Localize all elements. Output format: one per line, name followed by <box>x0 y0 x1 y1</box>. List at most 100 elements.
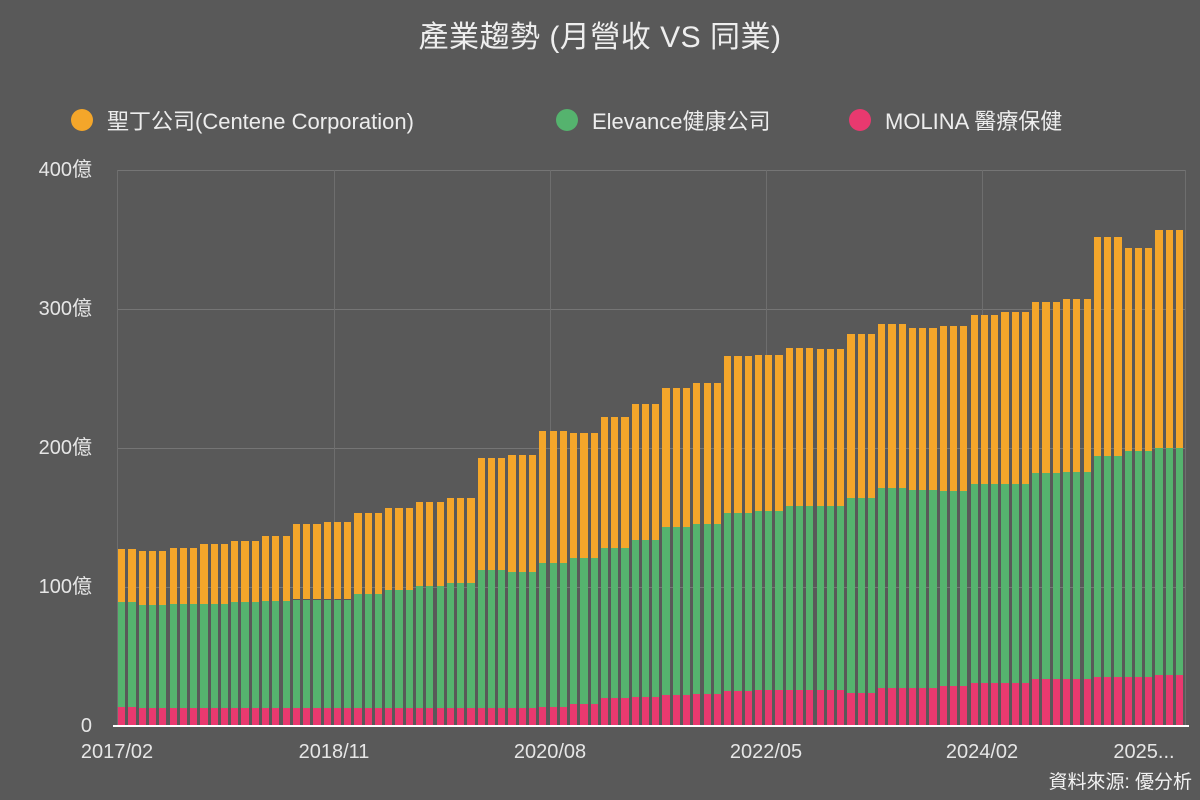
bar-segment[interactable] <box>159 707 167 726</box>
bar-segment[interactable] <box>1062 299 1071 472</box>
bar-segment[interactable] <box>190 707 198 726</box>
bar-segment[interactable] <box>436 707 444 726</box>
bar-segment[interactable] <box>713 524 721 695</box>
bar-segment[interactable] <box>333 599 342 708</box>
bar-segment[interactable] <box>816 689 824 726</box>
bar-segment[interactable] <box>775 689 783 726</box>
bar-segment[interactable] <box>1175 674 1184 726</box>
bar-segment[interactable] <box>600 548 609 699</box>
bar-segment[interactable] <box>128 549 136 603</box>
bar-segment[interactable] <box>847 498 855 693</box>
bar-segment[interactable] <box>477 457 485 571</box>
bar-segment[interactable] <box>970 314 978 485</box>
bar-segment[interactable] <box>457 498 465 583</box>
bar-segment[interactable] <box>231 707 239 726</box>
bar-segment[interactable] <box>703 524 711 695</box>
bar-segment[interactable] <box>1175 229 1184 448</box>
bar-segment[interactable] <box>323 599 331 708</box>
bar-segment[interactable] <box>857 498 865 693</box>
bar-segment[interactable] <box>908 328 917 490</box>
bar-segment[interactable] <box>600 698 609 726</box>
bar-segment[interactable] <box>1124 247 1132 451</box>
bar-segment[interactable] <box>498 570 506 708</box>
bar-segment[interactable] <box>631 696 639 726</box>
bar-segment[interactable] <box>169 603 177 708</box>
bar-segment[interactable] <box>200 543 208 604</box>
bar-segment[interactable] <box>641 403 650 540</box>
bar-segment[interactable] <box>806 506 814 690</box>
bar-segment[interactable] <box>590 557 598 704</box>
bar-segment[interactable] <box>652 696 660 726</box>
bar-segment[interactable] <box>282 707 290 726</box>
bar-segment[interactable] <box>1093 236 1101 457</box>
bar-segment[interactable] <box>775 510 783 690</box>
bar-segment[interactable] <box>1093 677 1101 726</box>
bar-segment[interactable] <box>806 689 814 726</box>
bar-segment[interactable] <box>282 600 290 708</box>
bar-segment[interactable] <box>662 527 670 696</box>
bar-segment[interactable] <box>980 682 988 726</box>
bar-segment[interactable] <box>939 325 947 492</box>
bar-segment[interactable] <box>785 506 793 690</box>
bar-segment[interactable] <box>385 707 393 726</box>
bar-segment[interactable] <box>149 550 157 606</box>
bar-segment[interactable] <box>1062 678 1071 726</box>
bar-segment[interactable] <box>128 602 136 707</box>
bar-segment[interactable] <box>1042 473 1050 679</box>
bar-segment[interactable] <box>1093 456 1101 678</box>
bar-segment[interactable] <box>898 688 906 726</box>
bar-segment[interactable] <box>621 417 629 549</box>
bar-segment[interactable] <box>960 491 968 686</box>
bar-segment[interactable] <box>847 692 855 726</box>
bar-segment[interactable] <box>908 489 917 689</box>
bar-segment[interactable] <box>220 603 229 708</box>
bar-segment[interactable] <box>1001 311 1009 485</box>
bar-segment[interactable] <box>775 354 783 511</box>
bar-segment[interactable] <box>528 571 537 708</box>
bar-segment[interactable] <box>703 694 711 726</box>
bar-segment[interactable] <box>549 706 557 726</box>
bar-segment[interactable] <box>991 314 999 485</box>
bar-segment[interactable] <box>662 388 670 528</box>
bar-segment[interactable] <box>149 707 157 726</box>
bar-segment[interactable] <box>970 484 978 683</box>
bar-segment[interactable] <box>785 347 793 507</box>
bar-segment[interactable] <box>559 431 567 564</box>
bar-segment[interactable] <box>457 582 465 708</box>
bar-segment[interactable] <box>693 694 701 726</box>
bar-segment[interactable] <box>467 498 475 583</box>
bar-segment[interactable] <box>395 589 403 708</box>
bar-segment[interactable] <box>446 707 454 726</box>
bar-segment[interactable] <box>672 388 680 528</box>
bar-segment[interactable] <box>754 510 763 690</box>
bar-segment[interactable] <box>1042 678 1050 726</box>
bar-segment[interactable] <box>1104 456 1112 678</box>
bar-segment[interactable] <box>333 521 342 600</box>
bar-segment[interactable] <box>898 488 906 689</box>
bar-segment[interactable] <box>549 563 557 707</box>
bar-segment[interactable] <box>929 688 937 726</box>
bar-segment[interactable] <box>1052 678 1060 726</box>
bar-segment[interactable] <box>724 691 732 726</box>
bar-segment[interactable] <box>210 603 218 708</box>
bar-segment[interactable] <box>621 698 629 726</box>
bar-segment[interactable] <box>580 432 588 558</box>
bar-segment[interactable] <box>1083 471 1091 679</box>
bar-segment[interactable] <box>1155 229 1163 448</box>
bar-segment[interactable] <box>405 589 413 708</box>
bar-segment[interactable] <box>251 541 259 603</box>
bar-segment[interactable] <box>795 347 804 507</box>
bar-segment[interactable] <box>292 707 300 726</box>
bar-segment[interactable] <box>1032 473 1040 679</box>
bar-segment[interactable] <box>231 541 239 603</box>
bar-segment[interactable] <box>590 432 598 558</box>
bar-segment[interactable] <box>908 688 917 726</box>
bar-segment[interactable] <box>364 513 372 594</box>
bar-segment[interactable] <box>118 549 126 603</box>
bar-segment[interactable] <box>724 356 732 514</box>
bar-segment[interactable] <box>508 571 516 708</box>
bar-segment[interactable] <box>631 539 639 697</box>
bar-segment[interactable] <box>837 349 845 507</box>
bar-segment[interactable] <box>179 707 187 726</box>
bar-segment[interactable] <box>744 356 752 514</box>
